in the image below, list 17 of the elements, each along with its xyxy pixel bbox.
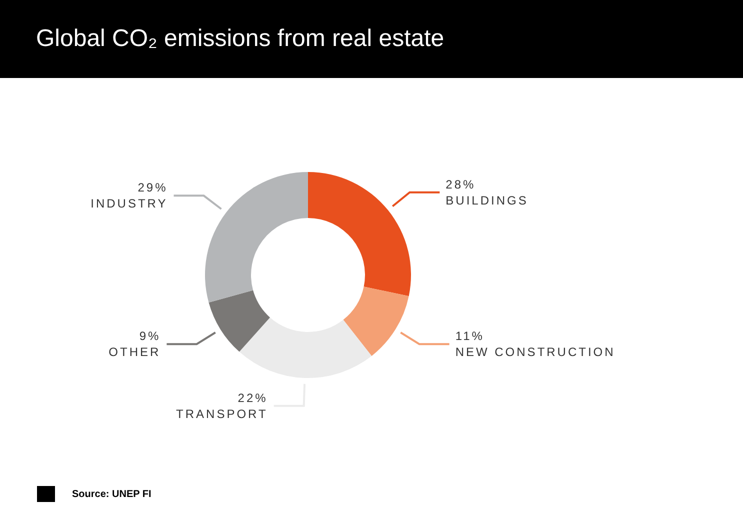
donut-slice — [343, 286, 409, 356]
slice-label: BUILDINGS — [446, 193, 528, 208]
slice-label: TRANSPORT — [176, 406, 268, 421]
donut-slice — [239, 317, 372, 378]
data-label: 9% — [139, 329, 161, 344]
data-label: 28% — [446, 177, 476, 192]
data-label: 22% — [238, 390, 268, 405]
slice-label: NEW CONSTRUCTION — [455, 345, 616, 360]
donut-slice — [308, 172, 411, 296]
slice-label: INDUSTRY — [90, 196, 168, 211]
donut-slice — [205, 172, 308, 302]
source-note: Source: UNEP FI — [72, 489, 152, 500]
data-label: 11% — [455, 329, 484, 344]
donut-slice — [208, 290, 270, 352]
slice-label: OTHER — [108, 345, 161, 360]
data-label: 29% — [138, 180, 168, 195]
chart-title: Global CO₂ emissions from real estate — [36, 25, 444, 53]
